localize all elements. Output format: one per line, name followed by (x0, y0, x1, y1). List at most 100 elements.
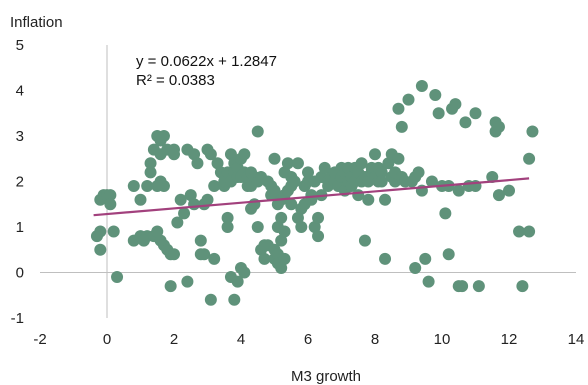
data-point (382, 157, 395, 170)
data-point (422, 275, 435, 288)
data-point (151, 225, 164, 238)
data-point (523, 225, 536, 238)
data-point (375, 175, 388, 188)
data-point (275, 261, 288, 274)
data-point (516, 280, 529, 293)
data-point (362, 193, 375, 206)
y-tick-label: 5 (16, 37, 24, 54)
trendline (93, 177, 530, 217)
data-point (204, 293, 217, 306)
data-point (174, 193, 187, 206)
data-point (141, 180, 154, 193)
data-point (107, 225, 120, 238)
x-axis-label: M3 growth (291, 368, 361, 385)
data-point (459, 116, 472, 129)
data-point (379, 193, 392, 206)
data-point (208, 180, 221, 193)
data-point (412, 166, 425, 179)
x-tick-label: 0 (103, 331, 111, 348)
data-point (492, 120, 505, 133)
data-point (144, 157, 157, 170)
data-point (392, 152, 405, 165)
data-point (211, 157, 224, 170)
data-point (469, 107, 482, 120)
data-point (486, 170, 499, 183)
y-axis-label: Inflation (10, 14, 63, 31)
data-point (442, 248, 455, 261)
data-point (251, 125, 264, 138)
data-point (308, 221, 321, 233)
data-point (285, 198, 298, 211)
x-tick-label: 2 (170, 331, 178, 348)
data-points (90, 79, 539, 306)
data-point (415, 79, 428, 92)
data-point (248, 198, 261, 211)
data-point (221, 221, 234, 233)
x-tick-labels: -2 0 2 4 6 8 10 12 14 (33, 331, 584, 348)
trendline-r-squared: R² = 0.0383 (136, 72, 215, 89)
data-point (94, 243, 107, 256)
data-point (168, 148, 180, 161)
data-point (425, 175, 438, 188)
y-tick-labels: 5 4 3 2 1 0 -1 (11, 37, 24, 327)
data-point (291, 211, 304, 224)
data-point (184, 189, 197, 202)
data-point (154, 134, 167, 147)
data-point (204, 148, 217, 161)
y-tick-label: -1 (11, 310, 24, 327)
data-point (275, 234, 288, 247)
data-point (201, 193, 214, 206)
data-point (111, 271, 124, 284)
data-point (281, 157, 294, 170)
y-tick-label: 0 (16, 265, 24, 282)
data-point (137, 234, 150, 247)
data-point (144, 166, 157, 179)
data-point (181, 275, 194, 288)
data-point (513, 225, 526, 238)
data-point (419, 252, 432, 265)
data-point (178, 207, 191, 220)
data-point (379, 252, 392, 265)
data-point (127, 180, 140, 193)
data-point (291, 157, 304, 170)
data-point (104, 189, 117, 202)
data-point (278, 225, 291, 238)
x-tick-label: 6 (304, 331, 312, 348)
data-point (472, 280, 485, 293)
data-point (523, 152, 536, 165)
data-point (171, 216, 184, 229)
data-point (432, 107, 445, 120)
data-point (439, 207, 452, 220)
data-point (198, 248, 211, 261)
x-tick-label: 10 (434, 331, 451, 348)
data-point (503, 184, 515, 197)
data-point (302, 166, 314, 179)
data-point (375, 166, 388, 179)
data-point (288, 175, 301, 188)
data-point (268, 184, 281, 197)
data-point (251, 221, 264, 233)
x-tick-label: 14 (568, 331, 585, 348)
x-tick-label: -2 (33, 331, 46, 348)
data-point (452, 184, 465, 197)
data-point (268, 152, 281, 165)
data-point (238, 266, 251, 279)
data-point (191, 157, 204, 170)
data-point (295, 221, 308, 233)
data-point (275, 211, 288, 224)
data-point (456, 280, 469, 293)
data-point (231, 275, 244, 288)
data-point (104, 198, 117, 211)
data-point (429, 89, 442, 102)
data-point (164, 280, 177, 293)
data-point (94, 225, 107, 238)
y-tick-label: 3 (16, 128, 24, 145)
data-point (402, 93, 415, 106)
data-point (409, 261, 422, 274)
data-point (221, 211, 234, 224)
data-point (188, 148, 201, 161)
data-point (449, 98, 462, 111)
data-point (224, 148, 237, 161)
data-point (151, 180, 164, 193)
